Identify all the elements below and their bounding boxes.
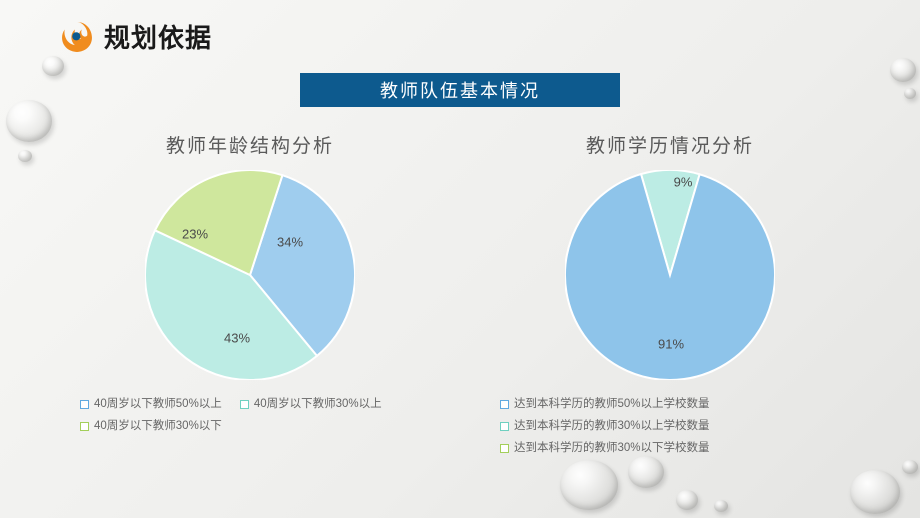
header: 规划依据	[0, 0, 920, 55]
legend-item: 达到本科学历的教师30%以下学校数量	[500, 438, 710, 460]
legend-item: 达到本科学历的教师30%以上学校数量	[500, 416, 710, 438]
legend-label: 达到本科学历的教师30%以上学校数量	[514, 416, 710, 438]
chart-age-title: 教师年龄结构分析	[166, 131, 334, 158]
section-banner: 教师队伍基本情况	[300, 73, 620, 107]
chart-age-legend: 40周岁以下教师50%以上 40周岁以下教师30%以上 40周岁以下教师30%以下	[50, 394, 450, 438]
pie-slice-label: 43%	[224, 331, 250, 346]
legend-swatch	[500, 444, 509, 453]
chart-edu-title: 教师学历情况分析	[586, 131, 754, 158]
legend-swatch	[500, 422, 509, 431]
chart-edu: 教师学历情况分析 9% 91% 达到本科学历的教师50%以上学校数量达到本科学历的…	[470, 117, 870, 460]
water-droplet	[676, 490, 698, 510]
water-droplet	[6, 100, 52, 142]
pie-slice-label: 9%	[674, 175, 693, 190]
water-droplet	[902, 460, 918, 474]
water-droplet	[560, 460, 618, 510]
chart-edu-legend: 达到本科学历的教师50%以上学校数量达到本科学历的教师30%以上学校数量达到本科…	[470, 394, 870, 460]
legend-swatch	[80, 400, 89, 409]
water-droplet	[18, 150, 32, 162]
chart-age-pie: 34% 43% 23%	[145, 170, 355, 380]
water-droplet	[850, 470, 900, 514]
chart-age: 教师年龄结构分析 34%43%23% 40周岁以下教师50%以上40周岁以下教师…	[50, 117, 450, 460]
legend-label: 达到本科学历的教师50%以上学校数量	[514, 394, 710, 416]
water-droplet	[904, 88, 916, 99]
legend-label: 40周岁以下教师30%以上	[254, 394, 382, 416]
legend-item: 40周岁以下教师50%以上	[80, 394, 222, 416]
water-droplet	[714, 500, 728, 512]
page-title: 规划依据	[104, 18, 212, 55]
pie-slice-label: 23%	[182, 227, 208, 242]
water-droplet	[628, 456, 664, 488]
water-droplet	[42, 56, 64, 76]
legend-swatch	[240, 400, 249, 409]
legend-item: 40周岁以下教师30%以上	[240, 394, 382, 416]
charts-row: 教师年龄结构分析 34%43%23% 40周岁以下教师50%以上40周岁以下教师…	[0, 107, 920, 460]
chart-edu-pie: 9% 91%	[565, 170, 775, 380]
pie-slice-label: 34%	[277, 235, 303, 250]
legend-item: 40周岁以下教师30%以下	[80, 416, 222, 438]
legend-swatch	[500, 400, 509, 409]
logo-icon	[60, 20, 94, 54]
water-droplet	[890, 58, 916, 82]
legend-label: 40周岁以下教师30%以下	[94, 416, 222, 438]
legend-label: 达到本科学历的教师30%以下学校数量	[514, 438, 710, 460]
legend-item: 达到本科学历的教师50%以上学校数量	[500, 394, 710, 416]
pie-slice-label: 91%	[658, 337, 684, 352]
legend-swatch	[80, 422, 89, 431]
legend-label: 40周岁以下教师50%以上	[94, 394, 222, 416]
